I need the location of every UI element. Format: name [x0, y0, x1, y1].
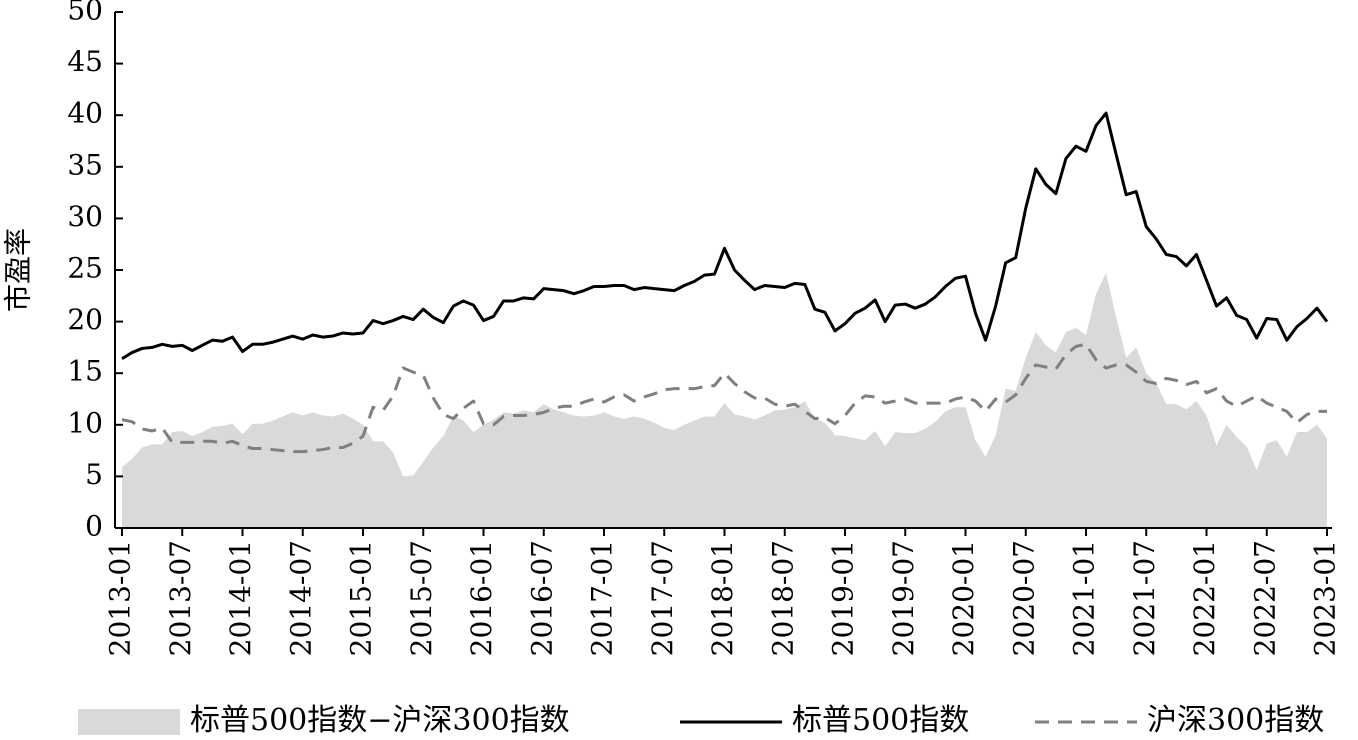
y-tick-label: 45: [67, 45, 103, 78]
x-tick-label: 2020-07: [1007, 540, 1040, 656]
y-tick-label: 10: [67, 406, 103, 439]
x-tick-label: 2022-01: [1188, 540, 1221, 656]
x-tick-label: 2014-07: [284, 540, 317, 656]
legend-label: 标普500指数: [792, 703, 969, 738]
y-tick-label: 50: [67, 0, 103, 27]
x-tick-label: 2014-01: [224, 540, 257, 656]
y-tick-label: 25: [67, 252, 103, 285]
x-tick-label: 2018-01: [706, 540, 739, 656]
y-tick-label: 20: [67, 303, 103, 336]
y-tick-label: 0: [85, 510, 103, 543]
x-tick-label: 2016-01: [465, 540, 498, 656]
y-tick-label: 15: [67, 355, 103, 388]
y-tick-label: 35: [67, 148, 103, 181]
x-tick-label: 2016-07: [525, 540, 558, 656]
x-tick-label: 2019-07: [887, 540, 920, 656]
y-tick-label: 5: [85, 458, 103, 491]
y-axis-label: 市盈率: [2, 228, 35, 312]
x-tick-label: 2020-01: [947, 540, 980, 656]
y-tick-label: 30: [67, 200, 103, 233]
legend-label: 标普500指数−沪深300指数: [190, 703, 570, 738]
line: [121, 342, 1327, 454]
x-tick-label: 2022-07: [1248, 540, 1281, 656]
x-tick-label: 2013-01: [104, 540, 137, 656]
x-tick-label: 2023-01: [1309, 540, 1342, 656]
line: [121, 111, 1329, 361]
area: [122, 273, 1327, 528]
legend-label: 沪深300指数: [1147, 703, 1324, 738]
x-tick-label: 2017-01: [586, 540, 619, 656]
x-tick-label: 2015-07: [405, 540, 438, 656]
y-tick-label: 40: [67, 97, 103, 130]
legend-swatch: [78, 709, 180, 735]
x-tick-label: 2021-01: [1068, 540, 1101, 656]
x-tick-label: 2013-07: [164, 540, 197, 656]
x-tick-label: 2021-07: [1128, 540, 1161, 656]
x-tick-label: 2015-01: [345, 540, 378, 656]
x-tick-label: 2017-07: [646, 540, 679, 656]
x-tick-label: 2019-01: [827, 540, 860, 656]
x-tick-label: 2018-07: [766, 540, 799, 656]
